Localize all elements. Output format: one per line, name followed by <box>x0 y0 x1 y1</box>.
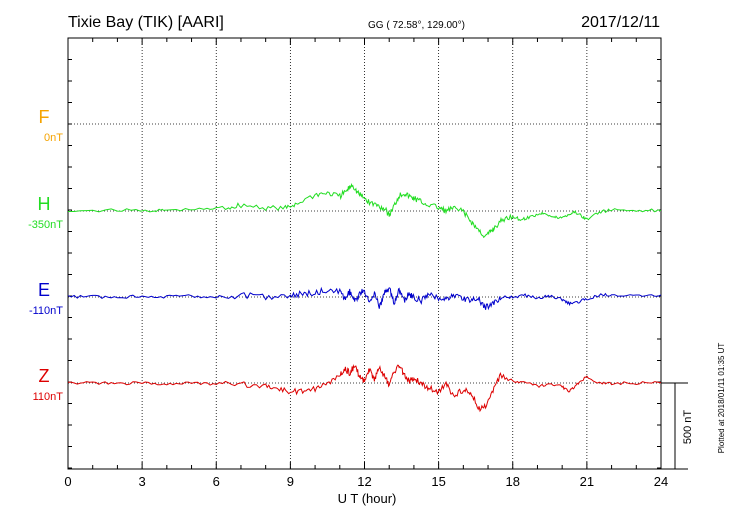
offset-label-e: -110nT <box>29 305 63 317</box>
x-tick-label: 24 <box>654 474 668 489</box>
x-tick-label: 21 <box>580 474 594 489</box>
component-label-f: F <box>39 107 50 127</box>
x-tick-labels: 0 3 6 9 12 15 18 21 24 <box>64 474 668 489</box>
x-axis-label: U T (hour) <box>338 491 397 506</box>
trace-e <box>67 286 662 311</box>
offset-label-z: 110nT <box>33 391 64 403</box>
component-label-e: E <box>38 280 50 300</box>
component-label-z: Z <box>39 366 50 386</box>
x-tick-label: 12 <box>357 474 371 489</box>
offset-label-f: 0nT <box>44 132 63 144</box>
trace-z <box>67 363 662 413</box>
grid-lines <box>68 38 661 469</box>
date-label: 2017/12/11 <box>581 14 660 31</box>
plotted-note: Plotted at 2018/01/11 01:35 UT <box>717 343 726 454</box>
x-tick-label: 3 <box>139 474 146 489</box>
coordinates-label: GG ( 72.58°, 129.00°) <box>368 20 465 31</box>
x-tick-label: 15 <box>431 474 445 489</box>
component-label-h: H <box>38 194 51 214</box>
traces <box>67 182 662 413</box>
offset-label-h: -350nT <box>28 219 63 231</box>
trace-h <box>68 182 662 239</box>
scale-label: 500 nT <box>682 410 694 445</box>
station-title: Tixie Bay (TIK) [AARI] <box>68 14 224 31</box>
axis-ticks <box>67 38 662 469</box>
component-labels: F 0nT H -350nT E -110nT Z 110nT <box>28 107 63 403</box>
x-tick-label: 0 <box>64 474 71 489</box>
x-tick-label: 18 <box>506 474 520 489</box>
x-tick-label: 6 <box>213 474 220 489</box>
x-tick-label: 9 <box>287 474 294 489</box>
